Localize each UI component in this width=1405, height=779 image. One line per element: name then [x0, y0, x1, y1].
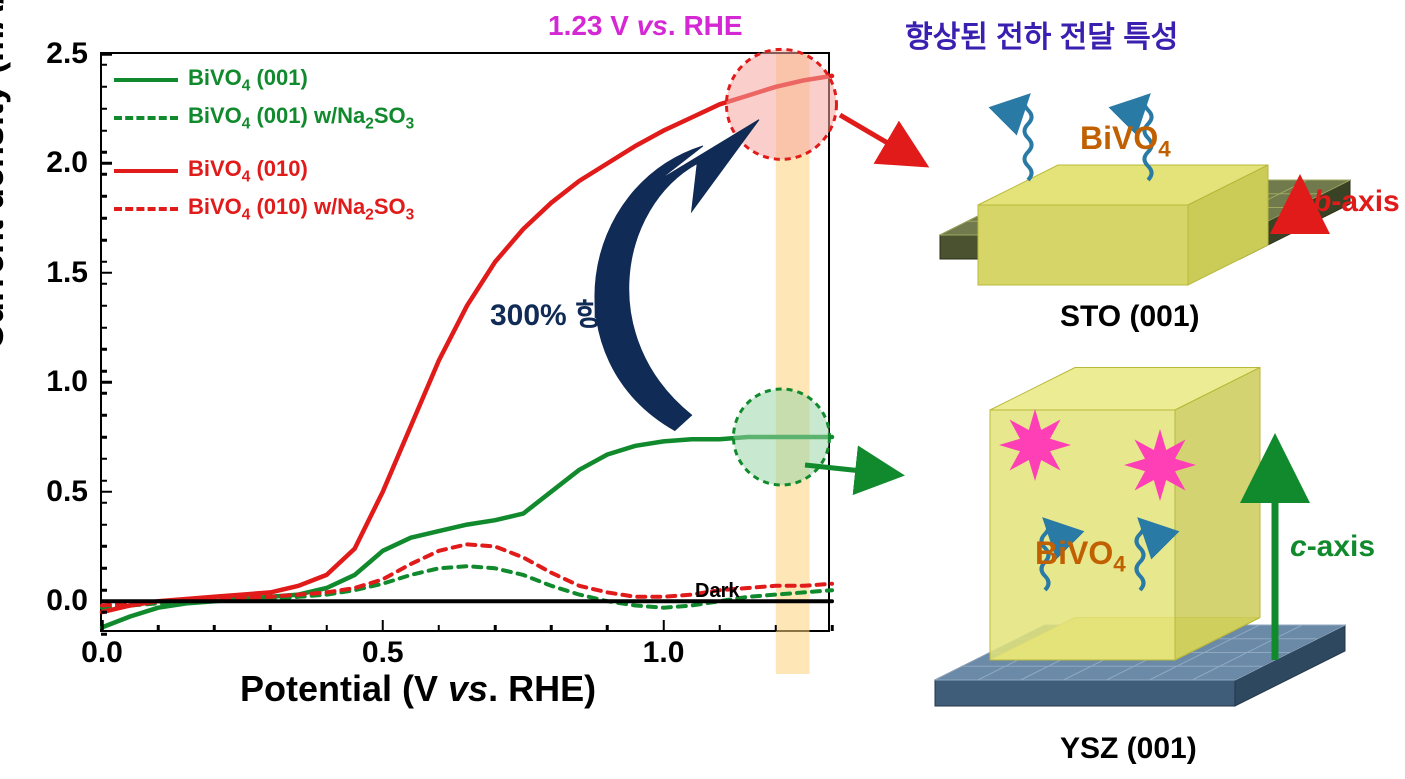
- xtick-label: 0.5: [362, 636, 404, 670]
- bivo4-bottom-label: BiVO4: [1035, 535, 1126, 577]
- xtick-label: 1.0: [643, 636, 685, 670]
- chart-legend: BiVO4 (001)BiVO4 (001) w/Na2SO3 BiVO4 (01…: [114, 62, 414, 229]
- note-1.23v: 1.23 V vs. RHE: [548, 10, 743, 42]
- enhance-arrow: [595, 120, 759, 431]
- dark-label: Dark: [695, 580, 739, 603]
- ysz-label: YSZ (001): [1060, 732, 1197, 766]
- legend-item: BiVO4 (001) w/Na2SO3: [114, 100, 414, 136]
- ytick-label: 0.5: [46, 475, 88, 509]
- ytick-label: 0.0: [46, 584, 88, 618]
- sto-label: STO (001): [1060, 300, 1200, 334]
- legend-label: BiVO4 (001): [188, 62, 308, 98]
- legend-item: BiVO4 (001): [114, 62, 414, 98]
- ytick-label: 2.5: [46, 37, 88, 71]
- x-axis-label: Potential (V vs. RHE): [240, 668, 596, 710]
- ytick-label: 1.0: [46, 365, 88, 399]
- connector-arrow: [840, 115, 925, 165]
- chart-plot-area: BiVO4 (001)BiVO4 (001) w/Na2SO3 BiVO4 (01…: [100, 52, 830, 632]
- ytick-label: 2.0: [46, 146, 88, 180]
- legend-item: BiVO4 (010): [114, 153, 414, 189]
- y-axis-label: Current density (mA/cm2): [0, 0, 12, 350]
- xtick-label: 0.0: [81, 636, 123, 670]
- c-axis-label: c-axis: [1290, 530, 1375, 564]
- legend-item: BiVO4 (010) w/Na2SO3: [114, 191, 414, 227]
- enhance-label: 300% 향상: [490, 290, 630, 334]
- legend-label: BiVO4 (010): [188, 153, 308, 189]
- ytick-label: 1.5: [46, 256, 88, 290]
- legend-label: BiVO4 (001) w/Na2SO3: [188, 100, 414, 136]
- bivo4-top-label: BiVO4: [1080, 120, 1171, 162]
- b-axis-label: b-axis: [1313, 185, 1400, 219]
- legend-label: BiVO4 (010) w/Na2SO3: [188, 191, 414, 227]
- diagram-ysz: [935, 368, 1345, 707]
- top-title: 향상된 전하 전달 특성: [905, 12, 1178, 56]
